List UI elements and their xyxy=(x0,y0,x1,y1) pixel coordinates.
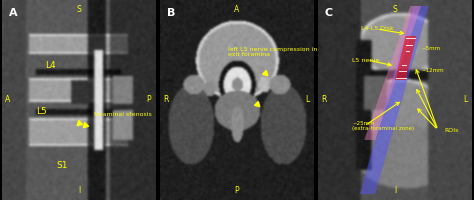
Text: S: S xyxy=(77,5,82,14)
Text: I: I xyxy=(78,186,80,195)
Text: A: A xyxy=(5,96,11,104)
Text: L5: L5 xyxy=(36,108,47,116)
Text: R: R xyxy=(321,96,327,104)
Text: L4: L4 xyxy=(46,62,56,71)
Text: L4-L5 Disk: L4-L5 Disk xyxy=(361,26,394,31)
Text: A: A xyxy=(234,5,240,14)
Text: A: A xyxy=(9,8,17,18)
Text: ~12mm: ~12mm xyxy=(421,68,444,72)
Polygon shape xyxy=(360,6,428,194)
Text: C: C xyxy=(325,8,333,18)
Text: ~5mm: ~5mm xyxy=(421,46,440,50)
Text: ~25mm
(extra-foraminal zone): ~25mm (extra-foraminal zone) xyxy=(352,121,414,131)
Text: L: L xyxy=(305,96,309,104)
Polygon shape xyxy=(365,6,421,140)
Text: left L5 nerve compression in
exit foramina: left L5 nerve compression in exit forami… xyxy=(228,47,317,57)
Polygon shape xyxy=(395,36,417,80)
Text: P: P xyxy=(146,96,151,104)
Text: L5 nerve: L5 nerve xyxy=(352,58,380,62)
Text: foraminal stenosis: foraminal stenosis xyxy=(94,112,152,116)
Text: L: L xyxy=(463,96,467,104)
Text: R: R xyxy=(164,96,169,104)
Text: B: B xyxy=(166,8,175,18)
Text: S1: S1 xyxy=(56,162,67,170)
Text: S: S xyxy=(392,5,397,14)
Text: ROIs: ROIs xyxy=(444,128,458,132)
Text: I: I xyxy=(394,186,396,195)
Text: P: P xyxy=(235,186,239,195)
